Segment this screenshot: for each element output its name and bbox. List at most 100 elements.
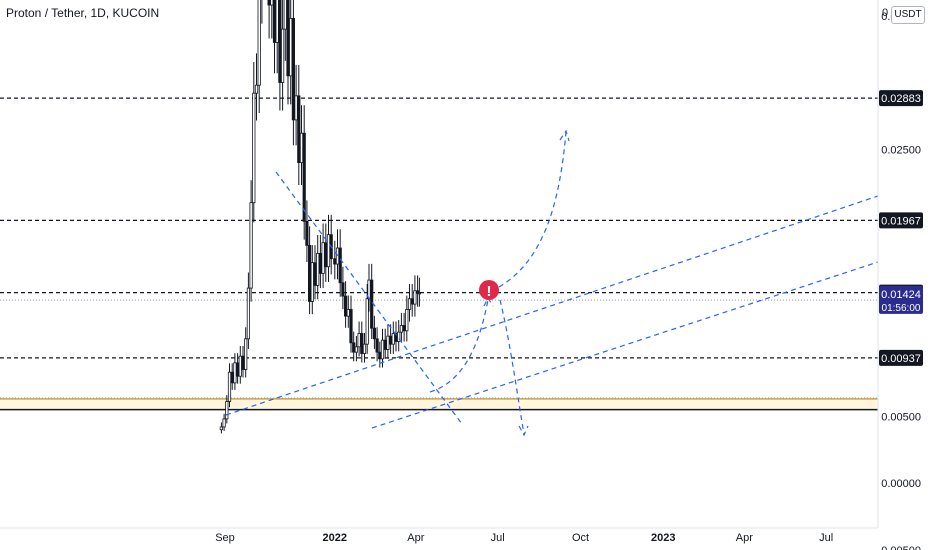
candle-body: [257, 0, 261, 86]
bearish-arrowhead: [518, 425, 529, 437]
candle-body: [283, 0, 287, 30]
candle-body: [252, 92, 256, 204]
candle-body: [305, 220, 309, 246]
candle-body: [415, 290, 420, 294]
candle-body: [386, 335, 390, 350]
projection-path-bullish[interactable]: [498, 131, 567, 288]
candle-body: [370, 279, 374, 329]
price-level-badge-label: 0.00937: [881, 353, 921, 365]
bullish-arrowhead: [559, 129, 570, 142]
price-level-badge-bg: [879, 212, 923, 229]
last-price-badge[interactable]: 0.01424 01:56:00: [879, 285, 923, 314]
candle-body: [272, 0, 277, 43]
candle-body: [233, 362, 237, 384]
candle-body: [227, 371, 232, 402]
alert-arrowhead: [483, 296, 494, 307]
price-level-badge-bg: [879, 90, 923, 107]
last-price-countdown: 01:56:00: [882, 303, 921, 314]
candle-body: [326, 234, 331, 268]
candle-body: [343, 295, 348, 317]
candle-body: [357, 333, 361, 348]
candle-body: [278, 0, 282, 83]
candle-body: [244, 338, 248, 370]
candle-body: [307, 244, 312, 302]
candle-body: [291, 18, 296, 121]
candle-body: [362, 343, 367, 354]
candle-body: [270, 0, 274, 6]
last-price-badge-bg: [879, 285, 923, 314]
candle-body: [383, 339, 387, 350]
candle-body: [375, 338, 379, 353]
price-tick-label: 0.00500: [881, 411, 921, 423]
candle-body: [335, 247, 340, 265]
candle-body: [235, 362, 240, 377]
price-level-badge[interactable]: 0.02883: [879, 90, 923, 107]
candle-body: [313, 262, 317, 286]
candle-body: [299, 132, 304, 163]
time-axis[interactable]: Sep 2022 Apr Jul Oct 2023 Apr Jul: [215, 532, 833, 544]
candle-body: [349, 309, 353, 344]
candle-body: [388, 335, 393, 345]
descending-trendline[interactable]: [275, 171, 463, 425]
price-tick-label: -0.00500: [878, 545, 921, 550]
time-tick-label: Apr: [736, 532, 753, 544]
chart-title: Proton / Tether, 1D, KUCOIN: [6, 6, 160, 20]
candle-body: [280, 28, 285, 83]
candle-body: [267, 0, 271, 6]
candle-body: [413, 290, 417, 305]
candle-body: [333, 258, 337, 265]
channel-upper-line[interactable]: [225, 195, 879, 416]
candle-body: [380, 339, 385, 360]
candle-body: [321, 242, 325, 274]
price-level-badge-label: 0.02883: [881, 93, 921, 105]
price-tick-label: 0.00000: [881, 478, 921, 490]
candle-body: [407, 298, 412, 310]
pattern-drawings[interactable]: [225, 129, 879, 437]
alert-marker[interactable]: !: [479, 280, 499, 300]
time-tick-label: Oct: [572, 532, 589, 544]
candlestick-series: [219, 0, 422, 434]
candle-body: [378, 351, 382, 360]
candle-body: [417, 292, 422, 295]
projection-path-to-alert[interactable]: [429, 299, 489, 393]
candle-body: [219, 426, 223, 431]
alert-exclamation-glyph: !: [487, 283, 492, 300]
candle-body: [360, 333, 364, 354]
projection-path-bearish[interactable]: [499, 299, 525, 435]
candle-body: [289, 18, 293, 77]
candle-body: [316, 252, 320, 286]
candle-body: [352, 342, 356, 353]
price-level-lines: [0, 97, 878, 411]
support-band: [0, 398, 878, 410]
price-axis[interactable]: 0.065000.060000.055000.050000.045000.040…: [878, 0, 923, 550]
candle-body: [310, 262, 314, 302]
clipped-price-tick: 0: [882, 7, 889, 19]
price-level-badge-label: 0.01967: [881, 215, 921, 227]
time-tick-label: Jul: [491, 532, 505, 544]
candle-body: [372, 327, 377, 340]
candle-body: [302, 132, 306, 222]
price-level-badge[interactable]: 0.01967: [879, 212, 923, 229]
candle-body: [365, 298, 369, 345]
candle-body: [249, 202, 253, 289]
candle-body: [225, 401, 229, 420]
candle-body: [238, 355, 242, 377]
time-tick-label: Jul: [819, 532, 833, 544]
candle-body: [410, 298, 414, 305]
candle-body: [286, 0, 290, 77]
time-tick-label: 2022: [323, 532, 347, 544]
channel-lower-line[interactable]: [371, 261, 879, 429]
last-price-value: 0.01424: [881, 289, 921, 301]
candle-body: [294, 95, 298, 121]
candle-body: [324, 242, 328, 268]
price-level-badge[interactable]: 0.00937: [879, 349, 923, 366]
candle-body: [391, 333, 395, 345]
alert-exclamation-icon[interactable]: [479, 280, 499, 300]
time-tick-label: Sep: [215, 532, 235, 544]
candle-body: [246, 287, 250, 340]
currency-button[interactable]: USDT: [891, 6, 925, 24]
candle-body: [297, 95, 301, 163]
price-tick-label: 0.02500: [881, 144, 921, 156]
candle-body: [318, 252, 323, 274]
